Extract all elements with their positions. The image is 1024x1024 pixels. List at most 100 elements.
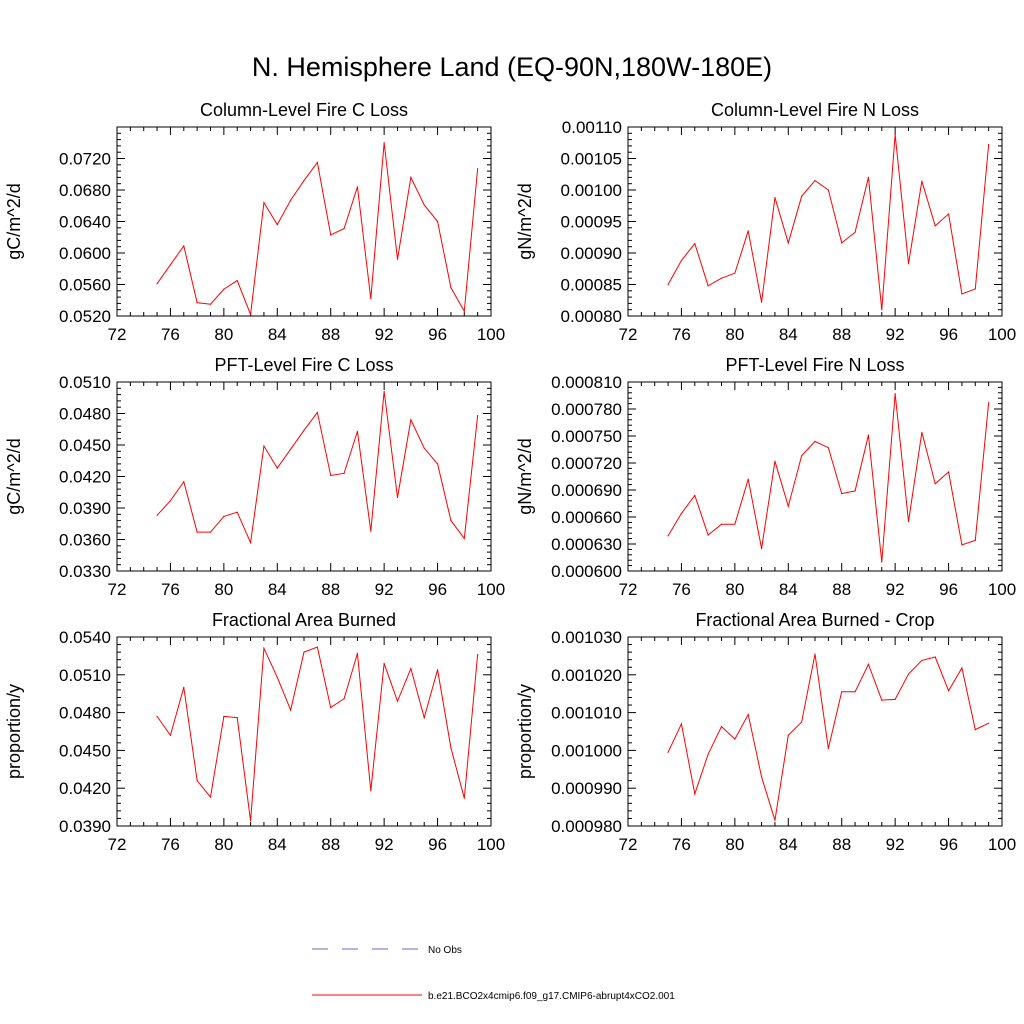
data-point (276, 224, 278, 226)
data-point (343, 227, 345, 230)
data-point (720, 725, 723, 728)
y-axis-label: gC/m^2/d (4, 438, 24, 514)
y-tick-label: 0.001020 (551, 666, 622, 685)
chart-panel-6: Fractional Area Burned - Crop proportion/… (515, 610, 1016, 854)
chart-panel-1: Column-Level Fire C Loss gC/m^2/d 72 76 80 84… (4, 100, 505, 344)
data-point (774, 460, 776, 462)
series-line (667, 653, 989, 821)
x-tick-label: 80 (725, 835, 744, 854)
data-point (841, 691, 843, 693)
legend-model-label: b.e21.BCO2x4cmip6.f09_g17.CMIP6-abrupt4x… (428, 991, 675, 1002)
data-point (988, 144, 990, 146)
data-point (477, 415, 479, 417)
x-tick-label: 76 (672, 835, 691, 854)
series-line (667, 393, 990, 563)
data-point (814, 653, 816, 655)
data-point (236, 511, 238, 513)
data-point (667, 751, 669, 753)
data-point (263, 445, 265, 447)
plot-frame (116, 636, 492, 827)
plot-frame (627, 636, 1003, 827)
x-tick-label: 72 (108, 835, 127, 854)
data-point (907, 263, 910, 265)
data-point (356, 652, 359, 654)
data-point (477, 654, 479, 656)
data-point (974, 539, 976, 542)
plot-frame (116, 126, 492, 317)
y-axis-label: gC/m^2/d (4, 183, 24, 259)
y-tick-label: 0.001000 (551, 741, 622, 760)
data-point (774, 819, 776, 821)
data-point (196, 531, 198, 533)
data-point (263, 647, 265, 649)
x-tick-label: 96 (939, 580, 958, 599)
data-point (463, 537, 465, 540)
y-tick-label: 0.000660 (551, 508, 622, 527)
series-line (156, 646, 479, 822)
data-point (249, 313, 252, 316)
y-tick-label: 0.0480 (59, 704, 111, 723)
x-tick-label: 92 (375, 835, 394, 854)
data-point (894, 133, 896, 136)
data-point (316, 411, 318, 414)
y-tick-label: 0.00090 (561, 244, 622, 263)
y-tick-label: 0.0450 (59, 741, 111, 760)
data-point (801, 455, 803, 457)
y-tick-label: 0.00080 (561, 307, 622, 326)
y-tick-label: 0.00095 (561, 213, 622, 232)
data-point (854, 231, 856, 233)
data-point (290, 448, 292, 450)
x-tick-label: 88 (321, 580, 340, 599)
data-point (303, 179, 305, 182)
data-point (383, 390, 385, 393)
x-tick-label: 92 (886, 580, 905, 599)
data-point (747, 713, 749, 716)
chart-panel-3: PFT-Level Fire C Loss gC/m^2/d 72 76 80 84 88 9… (4, 355, 505, 599)
y-tick-label: 0.0480 (59, 405, 111, 424)
data-point (720, 523, 723, 525)
data-point (694, 793, 696, 795)
data-point (680, 723, 683, 725)
data-point (183, 481, 185, 483)
x-tick-label: 88 (832, 835, 851, 854)
data-point (156, 283, 158, 285)
page-title: N. Hemisphere Land (EQ-90N,180W-180E) (251, 52, 773, 82)
legend: No Obs b.e21.BCO2x4cmip6.f09_g17.CMIP6-ab… (312, 945, 675, 1002)
series-line (667, 134, 990, 310)
data-point (450, 747, 452, 749)
y-tick-label: 0.0420 (59, 779, 111, 798)
data-point (921, 431, 923, 433)
x-tick-label: 84 (779, 580, 798, 599)
x-tick-label: 76 (672, 580, 691, 599)
data-point (747, 230, 749, 232)
y-tick-label: 0.00110 (562, 118, 622, 137)
chart-title: PFT-Level Fire N Loss (725, 355, 904, 375)
y-tick-label: 0.000990 (551, 779, 622, 798)
data-point (894, 698, 896, 700)
x-tick-label: 80 (214, 580, 233, 599)
y-tick-label: 0.0600 (59, 244, 111, 263)
y-tick-label: 0.001030 (551, 628, 622, 647)
data-point (894, 393, 896, 395)
y-tick-label: 0.00085 (561, 276, 622, 295)
data-point (680, 512, 683, 515)
data-point (290, 199, 292, 201)
y-tick-label: 0.000980 (551, 817, 622, 836)
y-tick-label: 0.0390 (59, 499, 111, 518)
data-point (760, 301, 763, 303)
y-axis-label: proportion/y (4, 684, 24, 779)
x-tick-label: 72 (108, 325, 127, 344)
data-point (209, 796, 212, 798)
data-point (196, 780, 198, 782)
chart-title: Column-Level Fire N Loss (711, 100, 919, 120)
y-tick-label: 0.0680 (59, 181, 111, 200)
plot-frame (116, 381, 492, 572)
data-point (423, 204, 425, 206)
data-point (734, 523, 736, 525)
x-tick-label: 96 (428, 325, 447, 344)
data-point (921, 659, 923, 662)
data-point (827, 189, 829, 191)
data-point (303, 651, 305, 653)
data-point (370, 298, 372, 300)
